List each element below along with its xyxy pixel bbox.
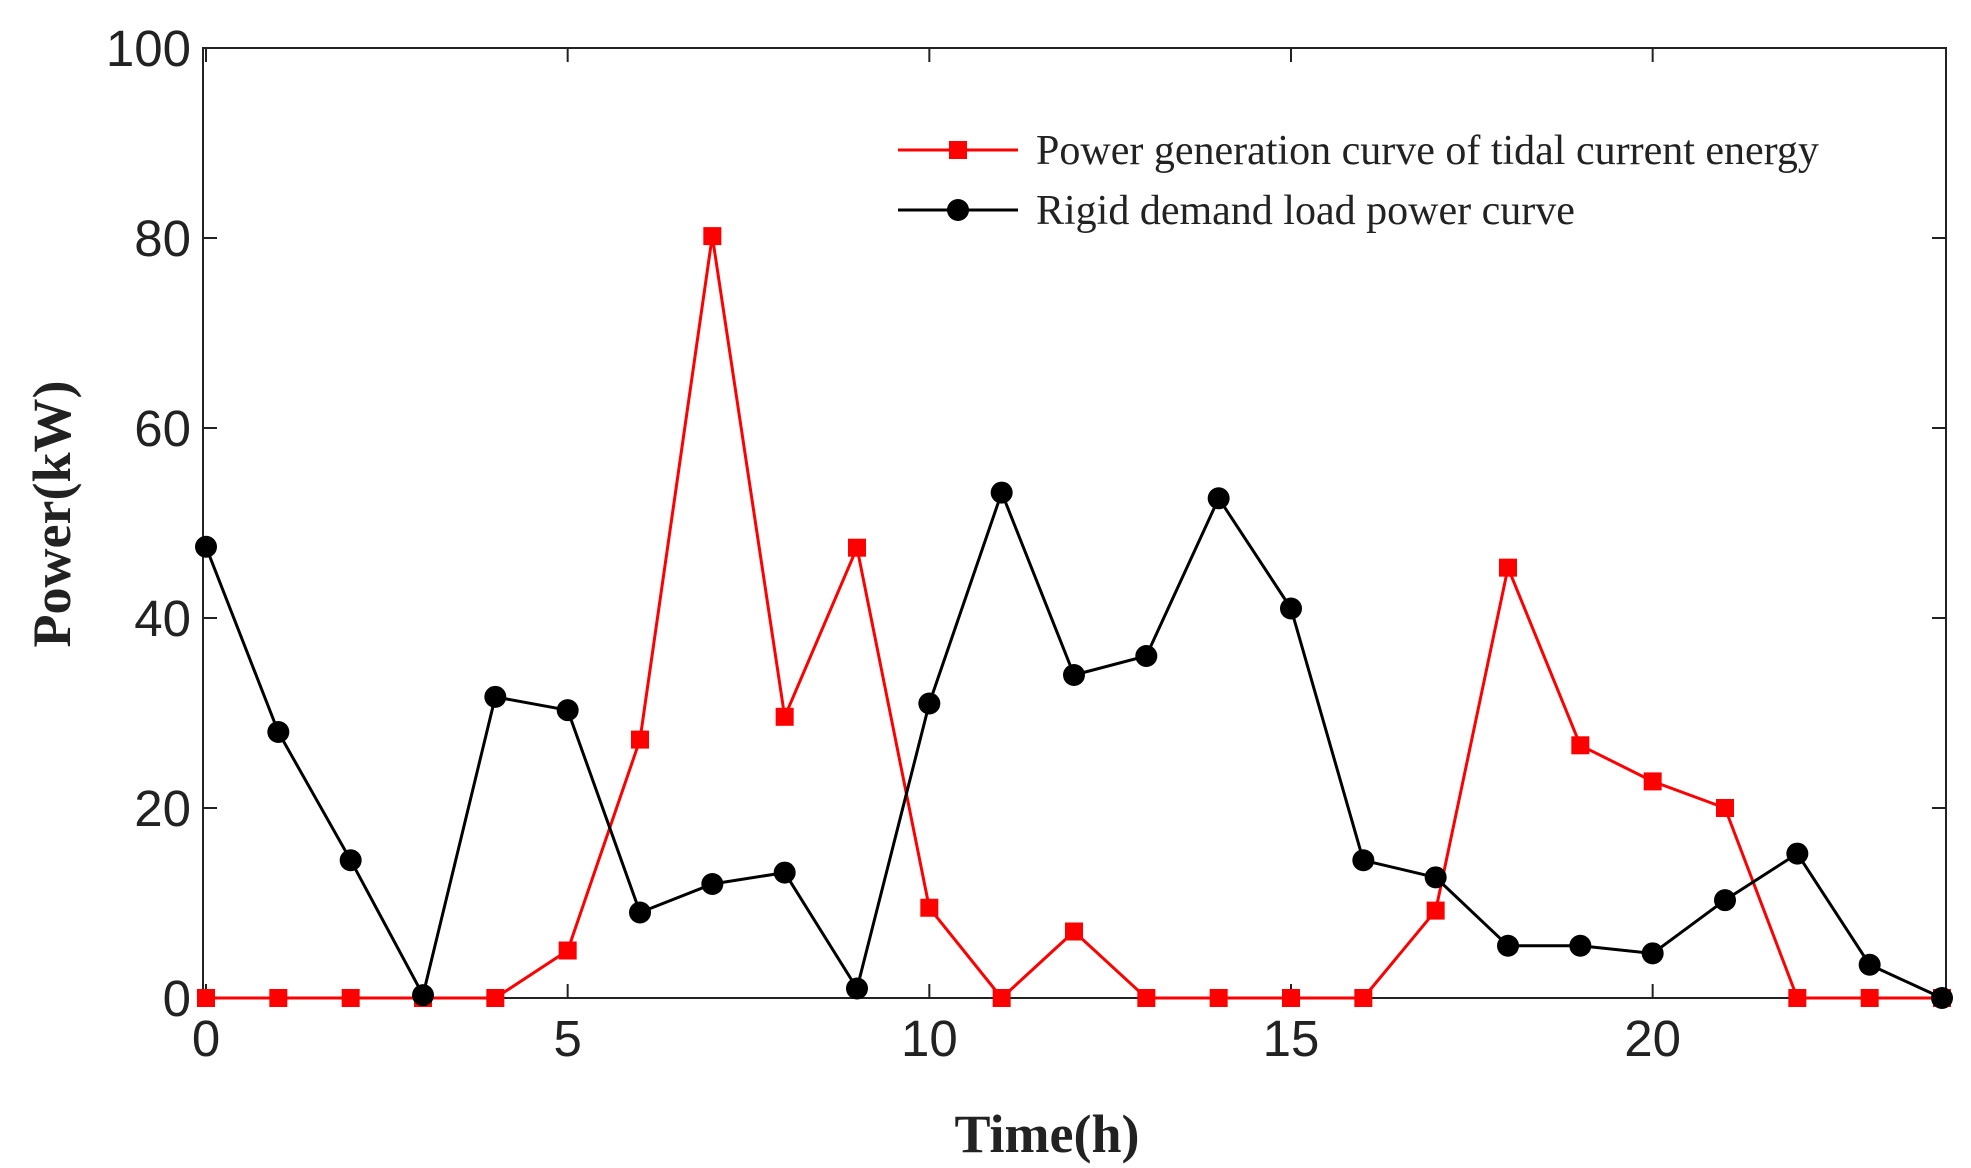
y-tick-label: 100 [106,20,191,77]
series-1 [197,227,1951,1007]
data-point-circle [990,481,1013,504]
series-2 [195,481,1953,1009]
y-tick-label: 40 [134,590,191,647]
data-point-circle [773,861,796,884]
data-point-square [269,989,288,1007]
x-tick-label: 0 [192,1010,220,1067]
y-tick-label: 80 [134,210,191,267]
legend-item: Power generation curve of tidal current … [898,128,1819,174]
data-point-square [486,989,505,1007]
data-point-square [341,989,360,1007]
legend-label: Power generation curve of tidal current … [1036,128,1819,174]
x-tick-label: 10 [901,1010,958,1067]
data-point-circle [1786,842,1809,865]
data-point-circle [1569,934,1592,957]
data-point-circle [918,692,941,715]
data-point-square [1499,558,1517,577]
data-point-square [1716,799,1734,817]
data-point-circle [846,977,868,1000]
data-point-circle [1931,987,1953,1009]
data-point-square [992,989,1011,1007]
data-point-circle [556,699,579,722]
legend-circle-marker [947,199,969,221]
data-point-square [1282,989,1300,1007]
data-point-square [1860,989,1879,1007]
data-point-circle [1352,849,1375,872]
data-point-circle [701,873,724,895]
data-point-square [1209,989,1228,1007]
data-point-square [558,941,577,960]
y-tick-label: 0 [163,970,191,1027]
data-point-square [1571,736,1590,755]
data-point-circle [1280,597,1302,620]
legend-item: Rigid demand load power curve [898,188,1575,234]
data-point-square [1065,922,1083,941]
data-point-square [1354,989,1373,1007]
data-point-square [1788,989,1807,1007]
data-point-circle [1641,942,1664,965]
data-point-circle [484,685,507,708]
data-point-circle [1858,953,1881,976]
series-layer [195,227,1953,1009]
legend-square-marker [949,141,967,159]
data-point-circle [1063,664,1085,686]
x-tick-label: 15 [1263,1010,1320,1067]
data-point-circle [1207,487,1230,510]
legend-label: Rigid demand load power curve [1036,188,1575,234]
x-tick-label: 5 [553,1010,581,1067]
data-point-circle [1135,645,1158,667]
data-point-square [1426,901,1445,920]
data-point-circle [339,849,362,872]
legend: Power generation curve of tidal current … [898,128,1819,234]
plot-area [202,47,1947,999]
data-point-square [1643,772,1662,791]
data-point-circle [1497,934,1519,957]
x-axis-label: Time(h) [955,1104,1140,1164]
data-point-square [920,898,939,917]
data-point-square [1137,989,1156,1007]
x-tick-label: 20 [1624,1010,1681,1067]
data-point-circle [195,535,217,558]
data-point-circle [267,721,290,743]
data-point-square [775,707,794,726]
data-point-circle [1424,866,1447,889]
y-axis-label: Power(kW) [22,381,82,648]
data-point-square [848,538,866,557]
y-tick-label: 20 [134,780,191,837]
data-point-square [703,227,722,246]
tick-labels: 0 20 40 60 80 100 0 5 10 15 20 [106,20,1681,1067]
data-point-square [631,730,649,749]
data-point-square [197,989,215,1007]
data-point-circle [412,984,434,1007]
data-point-circle [629,901,651,924]
data-point-circle [1714,889,1736,912]
y-tick-label: 60 [134,400,191,457]
